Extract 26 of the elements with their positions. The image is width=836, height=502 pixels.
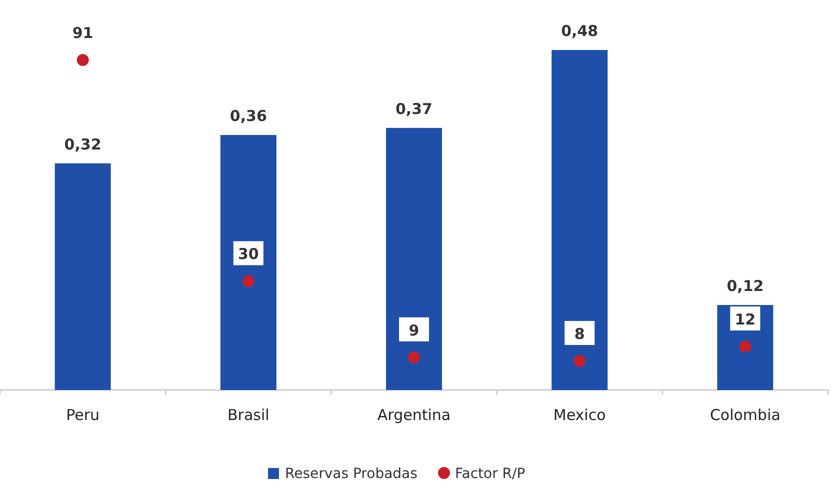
data-label: 0,48: [561, 22, 598, 40]
data-label: 9: [408, 321, 420, 340]
point: [408, 351, 420, 364]
data-label: 0,37: [395, 100, 433, 118]
data-label: 12: [734, 310, 756, 328]
point: [739, 340, 752, 352]
bar: [220, 135, 276, 390]
legend-label: Reservas Probadas: [285, 466, 418, 482]
point: [574, 354, 586, 367]
point: [76, 54, 89, 66]
data-label: 8: [574, 324, 585, 343]
x-tick-label: Argentina: [377, 406, 451, 424]
bar: [552, 50, 608, 390]
legend-label: Factor R/P: [455, 466, 526, 482]
data-label: 30: [238, 245, 259, 264]
data-label: 0,32: [64, 135, 102, 154]
data-label: 91: [72, 24, 94, 42]
bar: [386, 128, 442, 390]
x-tick-label: Brasil: [227, 406, 270, 424]
data-label: 0,12: [726, 277, 764, 295]
data-label: 0,36: [230, 107, 267, 125]
point: [242, 275, 254, 288]
x-tick-label: Mexico: [553, 406, 606, 424]
x-tick-label: Peru: [66, 406, 100, 424]
bar: [54, 163, 111, 390]
x-tick-label: Colombia: [710, 406, 780, 424]
